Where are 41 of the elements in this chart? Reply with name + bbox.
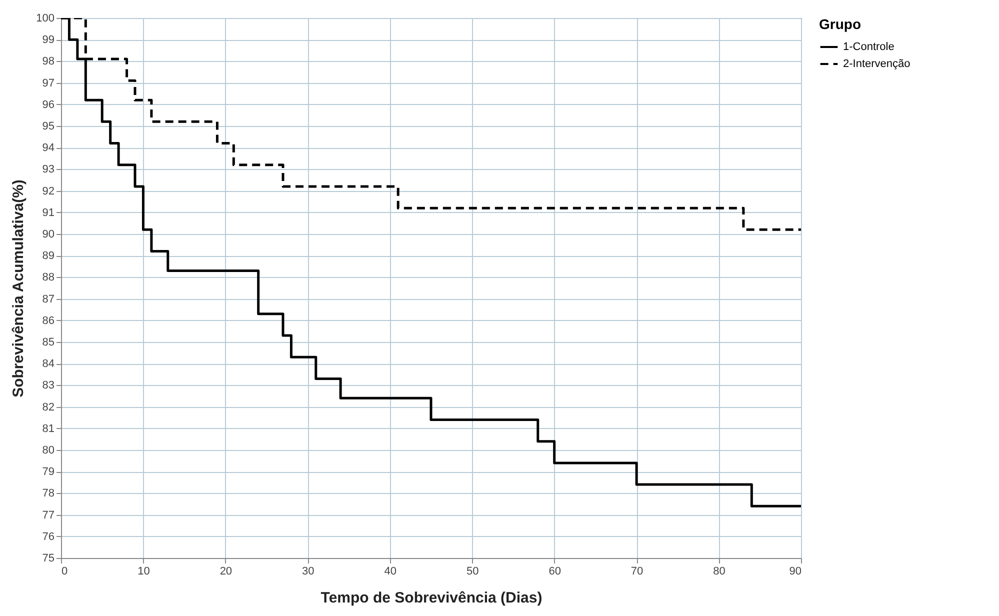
x-tick-label: 50 [466, 566, 479, 578]
y-tick-label: 77 [42, 509, 54, 522]
y-tick-label: 99 [42, 34, 54, 46]
y-tick-label: 92 [42, 185, 54, 198]
y-tick-label: 82 [42, 401, 54, 414]
x-tick-label: 60 [548, 566, 561, 578]
y-tick-label: 84 [42, 358, 54, 370]
legend-label: 2-Intervenção [843, 58, 910, 70]
x-tick-label: 90 [789, 566, 802, 578]
y-tick-label: 95 [42, 120, 54, 132]
x-tick-label: 30 [302, 566, 314, 578]
y-tick-label: 78 [42, 488, 54, 500]
y-tick-label: 83 [42, 380, 54, 392]
x-tick-label: 70 [630, 566, 644, 578]
y-tick-label: 76 [42, 530, 54, 543]
y-tick-label: 96 [42, 98, 54, 111]
y-tick-label: 86 [42, 314, 54, 327]
y-tick-label: 89 [42, 250, 54, 262]
y-tick-label: 97 [42, 77, 54, 90]
x-tick-label: 0 [62, 566, 68, 578]
x-tick-label: 40 [384, 566, 397, 578]
legend-label: 1-Controle [843, 41, 894, 53]
legend-title: Grupo [819, 16, 861, 32]
y-tick-label: 80 [42, 444, 54, 456]
y-tick-label: 87 [42, 293, 54, 306]
y-tick-label: 94 [42, 142, 54, 154]
y-tick-label: 81 [42, 422, 54, 435]
y-axis-title: Sobrevivência Acumulativa(%) [10, 180, 28, 398]
y-tick-label: 91 [42, 206, 54, 219]
y-tick-label: 100 [36, 12, 54, 24]
y-tick-label: 75 [42, 552, 54, 564]
x-tick-label: 10 [138, 566, 150, 578]
y-tick-label: 85 [42, 336, 54, 348]
y-tick-label: 90 [42, 228, 54, 240]
y-tick-label: 98 [42, 56, 54, 68]
x-tick-label: 20 [220, 566, 232, 578]
y-tick-label: 88 [42, 272, 54, 284]
x-tick-label: 80 [713, 566, 726, 578]
y-tick-label: 79 [42, 466, 54, 478]
x-axis-title: Tempo de Sobrevivência (Dias) [320, 590, 542, 606]
y-tick-label: 93 [42, 164, 54, 176]
